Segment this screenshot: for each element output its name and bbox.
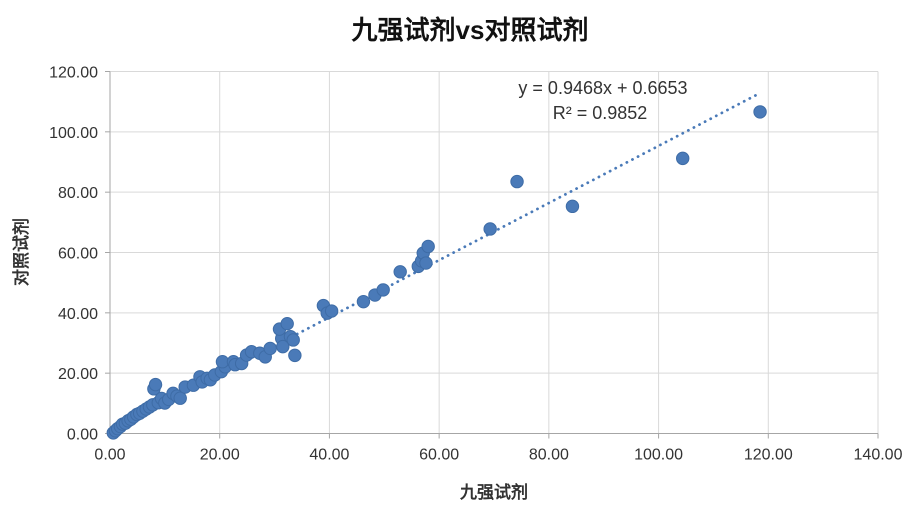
- y-tick-label: 120.00: [49, 65, 98, 82]
- x-tick-label: 20.00: [200, 447, 240, 464]
- trendline: [111, 91, 762, 432]
- x-tick-label: 120.00: [744, 447, 793, 464]
- data-point: [510, 174, 524, 189]
- y-axis-title: 对照试剂: [11, 218, 31, 286]
- y-tick-label: 100.00: [49, 125, 98, 142]
- data-point: [421, 239, 435, 254]
- data-point: [676, 151, 690, 166]
- data-point: [286, 333, 300, 347]
- data-point: [393, 265, 407, 279]
- data-point: [263, 341, 277, 356]
- data-point: [356, 294, 371, 309]
- y-tick-label: 0.00: [67, 427, 98, 444]
- x-axis-title: 九强试剂: [459, 482, 528, 502]
- x-tick-label: 40.00: [309, 447, 349, 464]
- data-point: [753, 105, 767, 119]
- data-point: [324, 304, 339, 318]
- axis-layer: [105, 71, 879, 439]
- x-tick-label: 140.00: [854, 447, 903, 464]
- grid-layer: [109, 71, 879, 434]
- trendline-r-squared: R² = 0.9852: [553, 103, 648, 123]
- y-tick-label: 60.00: [58, 246, 98, 263]
- y-tick-label: 80.00: [58, 185, 98, 202]
- data-point: [280, 316, 294, 331]
- data-point: [173, 391, 187, 405]
- data-point: [276, 339, 290, 354]
- points-layer: [106, 105, 767, 440]
- data-point: [565, 199, 580, 214]
- trendline-layer: [111, 91, 762, 432]
- x-tick-label: 60.00: [419, 447, 459, 464]
- data-point: [288, 348, 302, 363]
- data-point: [483, 222, 497, 236]
- x-tick-label: 0.00: [94, 447, 125, 464]
- data-point: [376, 283, 390, 297]
- x-tick-label: 80.00: [529, 447, 569, 464]
- chart-title: 九强试剂vs对照试剂: [351, 15, 589, 45]
- y-tick-label: 20.00: [58, 366, 98, 383]
- y-tick-label: 40.00: [58, 306, 98, 323]
- tick-label-layer: 0.00 20.00 40.00 60.00 80.00 100.00 120.00 140.…: [49, 65, 903, 464]
- data-point: [148, 377, 163, 392]
- data-point: [419, 256, 433, 270]
- x-tick-label: 100.00: [634, 447, 683, 464]
- trendline-equation: y = 0.9468x + 0.6653: [518, 78, 687, 98]
